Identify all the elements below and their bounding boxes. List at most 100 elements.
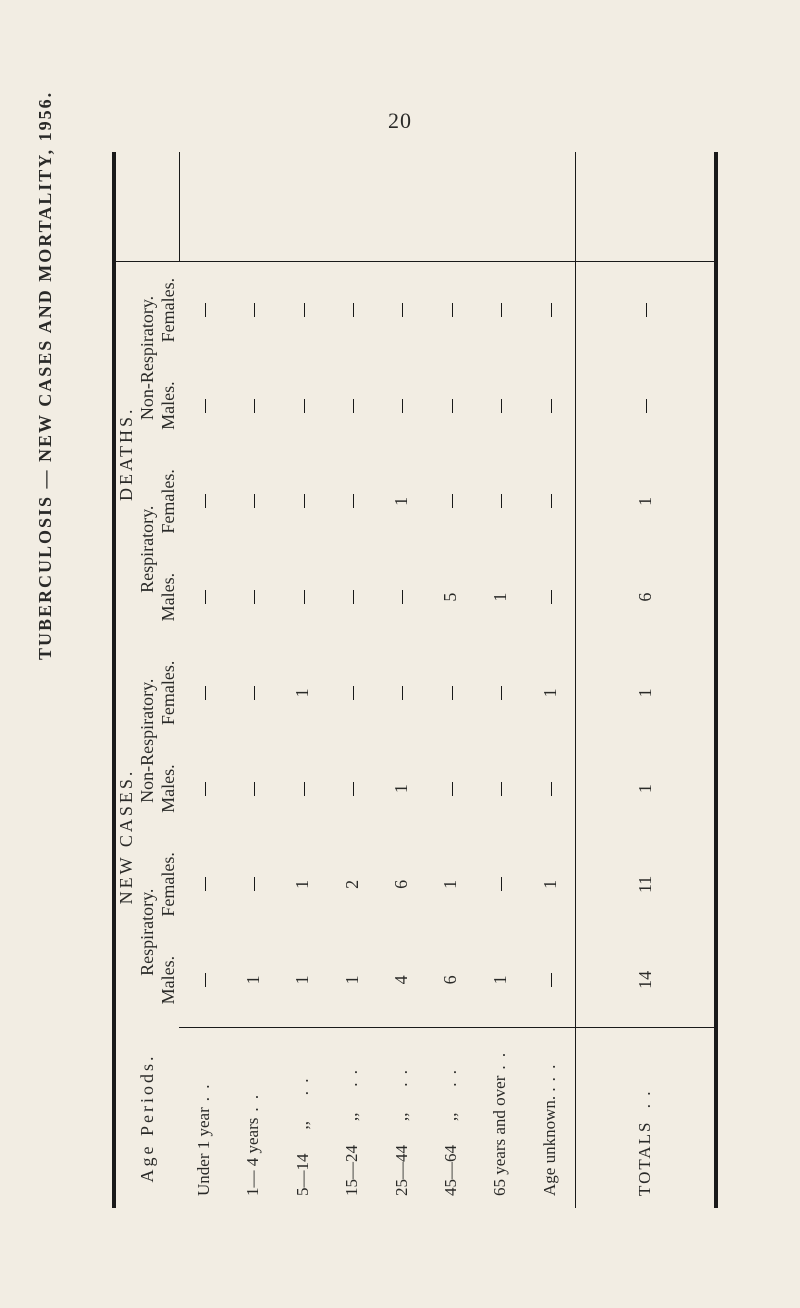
table-cell: 1 (377, 741, 426, 837)
row-tail (476, 152, 525, 262)
table-cell (179, 262, 228, 358)
hdr-nc-resp: Respiratory. (137, 837, 158, 1029)
super-new-cases: NEW CASES. (114, 645, 137, 1028)
table-cell (179, 645, 228, 741)
table-row: 25—44 ,,4611 (377, 152, 426, 1208)
hdr-nc-r-m: Males. (158, 932, 179, 1028)
table-cell (179, 549, 228, 645)
table-body: Under 1 year1— 4 years15—14 ,,11115—24 ,… (179, 152, 716, 1208)
table-cell: 1 (476, 549, 525, 645)
table-cell (179, 837, 228, 933)
table-cell: 2 (327, 837, 376, 933)
row-tail (228, 152, 277, 262)
row-tail (327, 152, 376, 262)
row-tail (525, 152, 576, 262)
table-cell: 1 (576, 454, 716, 550)
table-cell (476, 454, 525, 550)
table-cell (426, 262, 475, 358)
table-cell: 1 (576, 741, 716, 837)
hdr-d-n-m: Males. (158, 358, 179, 454)
table-cell (228, 741, 277, 837)
table-cell (576, 358, 716, 454)
table-cell (278, 358, 327, 454)
table-cell (377, 645, 426, 741)
totals-row: TOTALS 14111161 (576, 152, 716, 1208)
hdr-nc-nonresp: Non-Respiratory. (137, 645, 158, 837)
table-cell (377, 262, 426, 358)
table-cell (327, 358, 376, 454)
hdr-d-nonresp: Non-Respiratory. (137, 262, 158, 454)
table-cell (525, 741, 576, 837)
row-tail (377, 152, 426, 262)
table-cell: 11 (576, 837, 716, 933)
table-cell: 1 (278, 837, 327, 933)
hdr-nc-n-f: Females. (158, 645, 179, 741)
table-cell: 1 (327, 932, 376, 1028)
table-cell: 1 (278, 645, 327, 741)
table-cell (476, 262, 525, 358)
row-label: Under 1 year (179, 1028, 228, 1208)
table-cell: 1 (525, 645, 576, 741)
table-cell (278, 549, 327, 645)
table-cell (426, 645, 475, 741)
table-cell (179, 932, 228, 1028)
table-cell (278, 454, 327, 550)
table-cell: 1 (576, 645, 716, 741)
table-cell: 6 (377, 837, 426, 933)
table-row: 15—24 ,,12 (327, 152, 376, 1208)
table-cell (278, 262, 327, 358)
table-cell (228, 837, 277, 933)
table-head: Age Periods. NEW CASES. DEATHS. Respirat… (114, 152, 179, 1208)
table-cell (476, 837, 525, 933)
table-cell (228, 262, 277, 358)
table-row: 45—64 ,,615 (426, 152, 475, 1208)
table-cell: 1 (377, 454, 426, 550)
table-cell: 5 (426, 549, 475, 645)
table-cell (179, 741, 228, 837)
table-cell (228, 358, 277, 454)
table-cell: 4 (377, 932, 426, 1028)
table-cell: 1 (525, 837, 576, 933)
row-tail (426, 152, 475, 262)
header-spacer (114, 152, 179, 262)
table-row: Age unknown. . 1 1 (525, 152, 576, 1208)
table-cell (327, 454, 376, 550)
row-label: 5—14 ,, (278, 1028, 327, 1208)
table-cell (327, 741, 376, 837)
table-cell (525, 549, 576, 645)
table-row: Under 1 year (179, 152, 228, 1208)
row-tail (179, 152, 228, 262)
hdr-d-resp: Respiratory. (137, 454, 158, 646)
table-cell: 6 (426, 932, 475, 1028)
hdr-d-r-m: Males. (158, 549, 179, 645)
table-cell (476, 645, 525, 741)
table-cell (377, 358, 426, 454)
table-container: Age Periods. NEW CASES. DEATHS. Respirat… (112, 152, 718, 1208)
table-cell (327, 549, 376, 645)
table-cell (228, 645, 277, 741)
hdr-d-n-f: Females. (158, 262, 179, 358)
table-cell (426, 358, 475, 454)
table-cell: 1 (228, 932, 277, 1028)
row-label: Age unknown. . (525, 1028, 576, 1208)
table-cell (327, 262, 376, 358)
table-cell (278, 741, 327, 837)
hdr-nc-r-f: Females. (158, 837, 179, 933)
tuberculosis-table: Age Periods. NEW CASES. DEATHS. Respirat… (112, 152, 718, 1208)
table-cell (525, 262, 576, 358)
table-cell (426, 741, 475, 837)
table-cell: 1 (476, 932, 525, 1028)
row-label: 25—44 ,, (377, 1028, 426, 1208)
table-cell (228, 549, 277, 645)
table-cell (476, 741, 525, 837)
row-tail (278, 152, 327, 262)
table-cell (228, 454, 277, 550)
table-cell (327, 645, 376, 741)
table-row: 65 years and over11 (476, 152, 525, 1208)
table-cell: 14 (576, 932, 716, 1028)
table-cell: 1 (278, 932, 327, 1028)
table-cell: 1 (426, 837, 475, 933)
table-cell (525, 932, 576, 1028)
table-title: TUBERCULOSIS — NEW CASES AND MORTALITY, … (35, 91, 56, 660)
table-cell (377, 549, 426, 645)
